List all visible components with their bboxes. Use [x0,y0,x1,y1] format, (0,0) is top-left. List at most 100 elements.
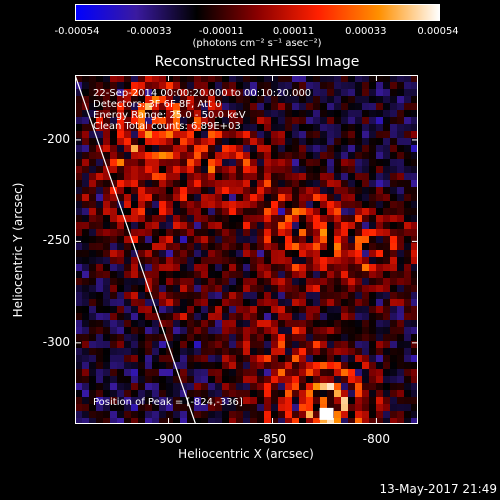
heatmap-cell [376,131,384,139]
heatmap-cell [278,278,286,286]
heatmap-cell [362,355,370,363]
heatmap-cell [264,96,272,104]
heatmap-cell [131,145,139,153]
heatmap-cell [110,75,118,83]
heatmap-cell [215,390,223,398]
heatmap-cell [355,96,363,104]
heatmap-cell [159,264,167,272]
heatmap-cell [306,103,314,111]
heatmap-cell [341,173,349,181]
heatmap-cell [320,250,328,258]
heatmap-cell [299,173,307,181]
heatmap-cell [390,327,398,335]
heatmap-cell [124,103,132,111]
heatmap-cell [215,397,223,405]
heatmap-cell [89,222,97,230]
heatmap-cell [250,404,258,412]
heatmap-cell [278,376,286,384]
heatmap-cell [236,229,244,237]
heatmap-cell [236,103,244,111]
heatmap-cell [215,82,223,90]
heatmap-cell [348,103,356,111]
heatmap-cell [243,243,251,251]
heatmap-cell [278,166,286,174]
heatmap-cell [264,75,272,83]
heatmap-cell [362,89,370,97]
heatmap-cell [285,187,293,195]
heatmap-cell [152,243,160,251]
heatmap-cell [82,131,90,139]
heatmap-cell [243,208,251,216]
heatmap-cell [257,82,265,90]
heatmap-cell [397,215,405,223]
heatmap-cell [355,208,363,216]
heatmap-cell [313,271,321,279]
heatmap-cell [89,131,97,139]
heatmap-cell [390,376,398,384]
heatmap-cell [229,313,237,321]
heatmap-cell [243,404,251,412]
heatmap-cell [334,411,342,419]
heatmap-cell [397,264,405,272]
heatmap-cell [131,180,139,188]
heatmap-cell [369,411,377,419]
heatmap-cell [327,201,335,209]
heatmap-cell [180,355,188,363]
heatmap-cell [285,75,293,83]
heatmap-cell [299,82,307,90]
heatmap-cell [397,278,405,286]
heatmap-cell [320,362,328,370]
heatmap-cell [180,138,188,146]
heatmap-cell [89,334,97,342]
heatmap-cell [243,124,251,132]
heatmap-cell [82,243,90,251]
heatmap-cell [208,418,216,424]
heatmap-cell [327,278,335,286]
heatmap-cell [320,271,328,279]
heatmap-cell [208,383,216,391]
heatmap-cell [313,327,321,335]
heatmap-cell [215,362,223,370]
heatmap-cell [278,271,286,279]
heatmap-cell [355,173,363,181]
heatmap-cell [411,341,418,349]
heatmap-cell [145,173,153,181]
heatmap-cell [285,152,293,160]
heatmap-cell [75,278,83,286]
heatmap-cell [313,376,321,384]
heatmap-cell [103,159,111,167]
heatmap-cell [397,362,405,370]
heatmap-cell [117,194,125,202]
heatmap-cell [82,257,90,265]
heatmap-cell [313,131,321,139]
heatmap-cell [145,383,153,391]
heatmap-cell [320,152,328,160]
heatmap-cell [362,306,370,314]
heatmap-cell [271,96,279,104]
heatmap-cell [383,411,391,419]
heatmap-cell [299,152,307,160]
heatmap-cell [320,180,328,188]
heatmap-cell [82,159,90,167]
heatmap-cell [124,285,132,293]
heatmap-cell [110,103,118,111]
heatmap-cell [187,187,195,195]
heatmap-cell [327,271,335,279]
heatmap-cell [264,166,272,174]
heatmap-cell [299,138,307,146]
heatmap-cell [89,320,97,328]
heatmap-cell [103,138,111,146]
heatmap-cell [145,215,153,223]
heatmap-cell [229,173,237,181]
heatmap-cell [299,180,307,188]
heatmap-cell [96,145,104,153]
heatmap-cell [313,187,321,195]
heatmap-cell [124,215,132,223]
heatmap-cell [362,264,370,272]
heatmap-cell [348,236,356,244]
heatmap-cell [404,390,412,398]
heatmap-cell [103,306,111,314]
heatmap-cell [250,418,258,424]
heatmap-cell [376,201,384,209]
heatmap-cell [222,229,230,237]
